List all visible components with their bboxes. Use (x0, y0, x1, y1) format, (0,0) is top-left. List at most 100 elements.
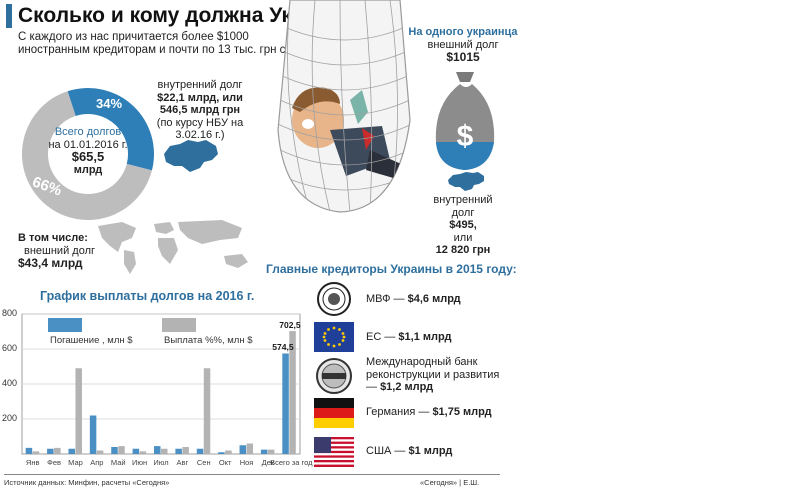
chart-bar (196, 448, 204, 454)
x-tick-label: Дек (261, 458, 275, 467)
chart-bar (89, 415, 97, 454)
y-tick-label: 800 (2, 308, 18, 318)
x-tick-label: Июн (132, 458, 148, 467)
internal-label-line4: (по курсу НБУ на (156, 116, 244, 129)
donut-center-value2: млрд (73, 163, 103, 176)
internal-debt-label: внутренний долг $22,1 млрд, или 546,5 мл… (150, 79, 250, 142)
creditor-imf-text: МВФ — $4,6 млрд (366, 293, 461, 306)
x-tick-label: Янв (25, 458, 40, 467)
chart-bar (96, 450, 104, 454)
x-tick-label: Мар (68, 458, 83, 467)
per-person-int-line3: или (453, 231, 473, 244)
chart-bar (32, 451, 40, 454)
chart-bar (239, 445, 247, 454)
external-label-line1: В том числе: (18, 232, 88, 244)
legend-swatch (48, 318, 82, 332)
chart-bar (218, 452, 225, 454)
creditor-usa-amount: $1 млрд (408, 445, 453, 457)
donut-slice-internal (67, 88, 154, 171)
creditor-eu-amount: $1,1 млрд (398, 331, 452, 343)
chart-bar (182, 447, 189, 454)
footer-source: Источник данных: Минфин, расчеты «Сегодн… (4, 478, 170, 487)
creditor-germany-amount: $1,75 млрд (432, 406, 492, 418)
per-person-line1: На одного украинца (408, 26, 518, 38)
per-person-int-line1: внутренний (433, 194, 493, 206)
chart-bar (132, 448, 140, 454)
page-title: Сколько и кому должна Украина (6, 4, 356, 28)
creditor-germany-name: Германия — (366, 406, 430, 418)
external-label-line3: $43,4 млрд (18, 256, 83, 270)
chart-data-label: 702,5 (279, 320, 301, 331)
x-tick-label: Май (110, 458, 126, 467)
ukraine-small-map-icon (448, 172, 484, 191)
chart-bar (225, 450, 232, 454)
y-tick-label: 400 (2, 378, 18, 388)
chart-bar (25, 447, 33, 454)
chart-bar (282, 353, 289, 454)
footer-divider (4, 474, 500, 475)
chart-bar (54, 447, 61, 454)
usa-flag-icon (314, 437, 354, 467)
creditor-usa-name: США — (366, 445, 406, 457)
creditor-eu-name: ЕС — (366, 331, 396, 343)
svg-text:$: $ (457, 120, 474, 153)
chart-bar (260, 449, 268, 454)
creditor-eu-text: ЕС — $1,1 млрд (366, 331, 451, 344)
chart-bar (118, 446, 125, 454)
chart-bar (161, 448, 168, 454)
x-tick-label: Всего за год (270, 458, 313, 467)
internal-label-line5: 3.02.16 г.) (175, 129, 225, 141)
chart-bar (175, 448, 182, 454)
legend-label: Погашение , млн $ (50, 335, 133, 346)
eu-flag-icon (314, 322, 354, 352)
per-person-int-value2: 12 820 грн (435, 244, 491, 256)
per-person-int-value1: $495, (449, 219, 477, 231)
chart-bar (111, 447, 118, 454)
creditors-title: Главные кредиторы Украины в 2015 году: (266, 262, 517, 276)
donut-slice-external (21, 91, 152, 220)
internal-label-line3: 546,5 млрд грн (159, 104, 241, 116)
chart-bar (203, 368, 211, 454)
y-tick-label: 200 (2, 413, 18, 423)
external-label-line2: внешний долг (24, 244, 96, 257)
creditor-ibrd-name: Международный банк реконструкции и разви… (366, 356, 500, 393)
donut-center-line2: на 01.01.2016 г. (48, 138, 128, 151)
per-person-int-line2: долг (451, 206, 475, 219)
chart-bar (139, 451, 147, 454)
creditor-germany-text: Германия — $1,75 млрд (366, 406, 492, 419)
y-tick-label: 600 (2, 343, 18, 353)
chart-text-layer: 200 400 600 800 Янв Фев Мар Апр Май Июн Июл Авг Сен О… (0, 306, 313, 472)
ukraine-map-icon (164, 140, 218, 172)
footer-credit: «Сегодня» | Е.Ш. (420, 478, 480, 487)
chart-bar (267, 449, 275, 454)
creditor-imf-name: МВФ — (366, 293, 405, 305)
chart-title: График выплаты долгов на 2016 г. (40, 289, 255, 303)
creditor-imf-amount: $4,6 млрд (407, 293, 461, 305)
creditor-ibrd-amount: $1,2 млрд (380, 381, 434, 393)
per-person-internal: внутренний долг $495, или 12 820 грн (418, 194, 508, 257)
chart-bar (75, 368, 82, 454)
debt-payment-chart (21, 313, 301, 455)
creditor-usa-text: США — $1 млрд (366, 445, 452, 458)
world-map-icon (98, 220, 248, 274)
x-tick-label: Сен (196, 458, 211, 467)
debtor-in-net-illustration (277, 0, 411, 213)
imf-seal-icon (317, 282, 351, 316)
debt-donut (21, 88, 154, 220)
external-debt-label: В том числе: внешний долг $43,4 млрд (18, 232, 108, 270)
donut-center: Всего долгов на 01.01.2016 г. $65,5 млрд (38, 126, 138, 176)
per-person-line2: внешний долг (427, 38, 499, 51)
per-person-ext-value: $1015 (446, 50, 480, 64)
donut-center-line1: Всего долгов (54, 126, 122, 138)
chart-bar (47, 448, 54, 454)
x-tick-label: Июл (153, 458, 169, 467)
x-tick-label: Авг (176, 458, 189, 467)
legend-label: Выплата %%, млн $ (164, 335, 253, 346)
x-tick-label: Фев (47, 458, 61, 467)
donut-internal-pct: 34% (96, 96, 123, 111)
x-tick-label: Апр (90, 458, 104, 467)
chart-bar (289, 331, 296, 454)
money-bag-icon: $ (435, 72, 495, 170)
per-person-external: На одного украинца внешний долг $1015 (408, 26, 518, 64)
internal-label-line2: $22,1 млрд, или (157, 91, 243, 104)
